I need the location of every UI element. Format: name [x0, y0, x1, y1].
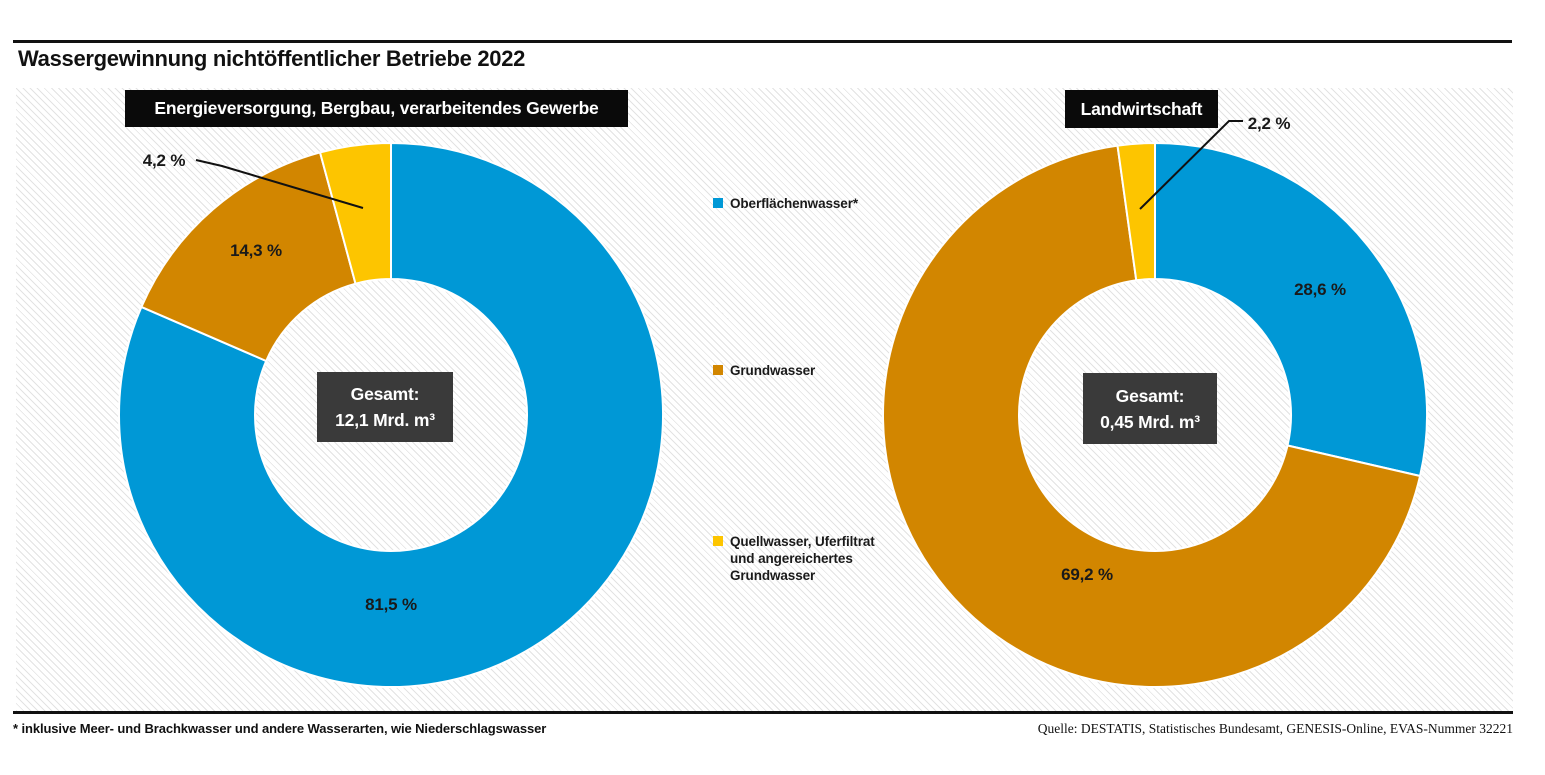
donut-slice-1	[882, 144, 1422, 688]
bottom-divider-rule	[13, 711, 1513, 714]
total-box-agriculture-caption: Gesamt:	[1115, 385, 1185, 406]
legend-swatch-groundwater	[713, 365, 723, 375]
donut-slice-0	[118, 142, 664, 688]
legend-item-spring-water: Quellwasser, Uferfiltrat und angereicher…	[713, 533, 875, 584]
total-box-energy: Gesamt: 12,1 Mrd. m³	[317, 372, 453, 442]
footnote: * inklusive Meer- und Brachkwasser und a…	[13, 721, 547, 736]
legend-label-spring-water: Quellwasser, Uferfiltrat und angereicher…	[730, 534, 875, 583]
donut-slice-0	[1154, 142, 1428, 478]
label-agriculture-groundwater: 69,2 %	[1061, 565, 1113, 584]
label-agriculture-surface-water: 28,6 %	[1294, 280, 1346, 299]
total-box-energy-value: 12,1 Mrd. m³	[335, 410, 435, 430]
source-attribution: Quelle: DESTATIS, Statistisches Bundesam…	[1037, 721, 1513, 736]
legend-item-groundwater: Grundwasser	[713, 362, 815, 379]
legend-swatch-spring-water	[713, 536, 723, 546]
label-energy-spring-water: 4,2 %	[142, 151, 186, 170]
top-divider-rule	[13, 40, 1512, 43]
legend-label-groundwater: Grundwasser	[730, 363, 816, 378]
chart-header-agriculture: Landwirtschaft	[1065, 90, 1218, 128]
chart-header-energy: Energieversorgung, Bergbau, verarbeitend…	[125, 90, 628, 127]
label-energy-surface-water: 81,5 %	[365, 595, 417, 614]
legend-item-surface-water: Oberflächenwasser*	[713, 195, 858, 212]
label-energy-groundwater: 14,3 %	[230, 241, 282, 260]
label-agriculture-spring-water: 2,2 %	[1247, 114, 1291, 133]
total-box-energy-caption: Gesamt:	[350, 384, 420, 404]
page-title: Wassergewinnung nichtöffentlicher Betrie…	[18, 46, 526, 71]
total-box-agriculture-value: 0,45 Mrd. m³	[1100, 411, 1200, 432]
legend-label-surface-water: Oberflächenwasser*	[730, 196, 859, 211]
legend-swatch-surface-water	[713, 198, 723, 208]
total-box-agriculture: Gesamt: 0,45 Mrd. m³	[1083, 373, 1217, 444]
